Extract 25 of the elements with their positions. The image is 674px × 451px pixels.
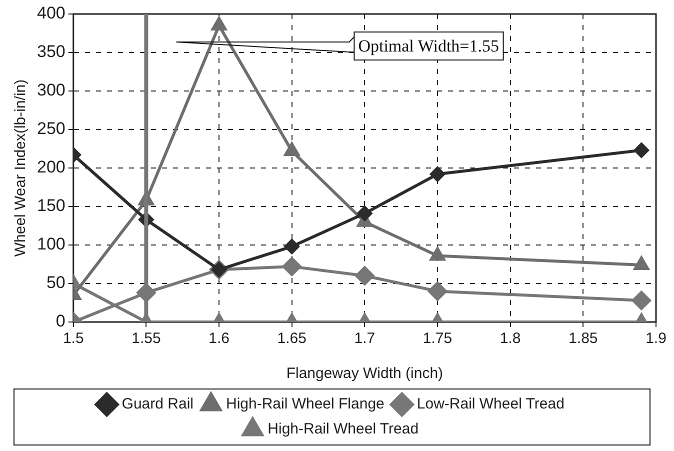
annotation: Optimal Width=1.55 — [358, 36, 500, 56]
x-tick-label: 1.9 — [646, 330, 666, 348]
y-tick-label: 300 — [36, 80, 66, 100]
y-tick-label: 100 — [36, 234, 66, 254]
y-tick-label: 350 — [36, 42, 66, 62]
legend-label: Guard Rail — [122, 396, 194, 413]
x-tick-label: 1.5 — [62, 330, 84, 348]
legend-label: High-Rail Wheel Tread — [268, 420, 419, 438]
legend-label: High-Rail Wheel Flange — [226, 396, 384, 413]
x-axis-title: Flangeway Width (inch) — [286, 365, 444, 382]
x-tick-label: 1.85 — [568, 330, 598, 348]
y-tick-label: 250 — [36, 119, 66, 138]
legend-label: Low-Rail Wheel Tread — [416, 396, 564, 413]
x-tick-label: 1.8 — [500, 330, 521, 348]
x-tick-label: 1.65 — [277, 330, 306, 348]
y-tick-label: 50 — [46, 273, 66, 292]
y-axis-title: Wheel Wear Index(lb-in/in) — [12, 79, 30, 257]
y-tick-label: 150 — [36, 196, 66, 216]
y-tick-label: 400 — [36, 4, 66, 23]
y-tick-label: 0 — [56, 312, 66, 331]
x-tick-label: 1.55 — [132, 330, 161, 348]
x-tick-label: 1.7 — [354, 330, 376, 348]
y-tick-label: 200 — [36, 158, 66, 177]
x-tick-label: 1.6 — [208, 330, 230, 348]
x-tick-label: 1.75 — [422, 330, 452, 348]
